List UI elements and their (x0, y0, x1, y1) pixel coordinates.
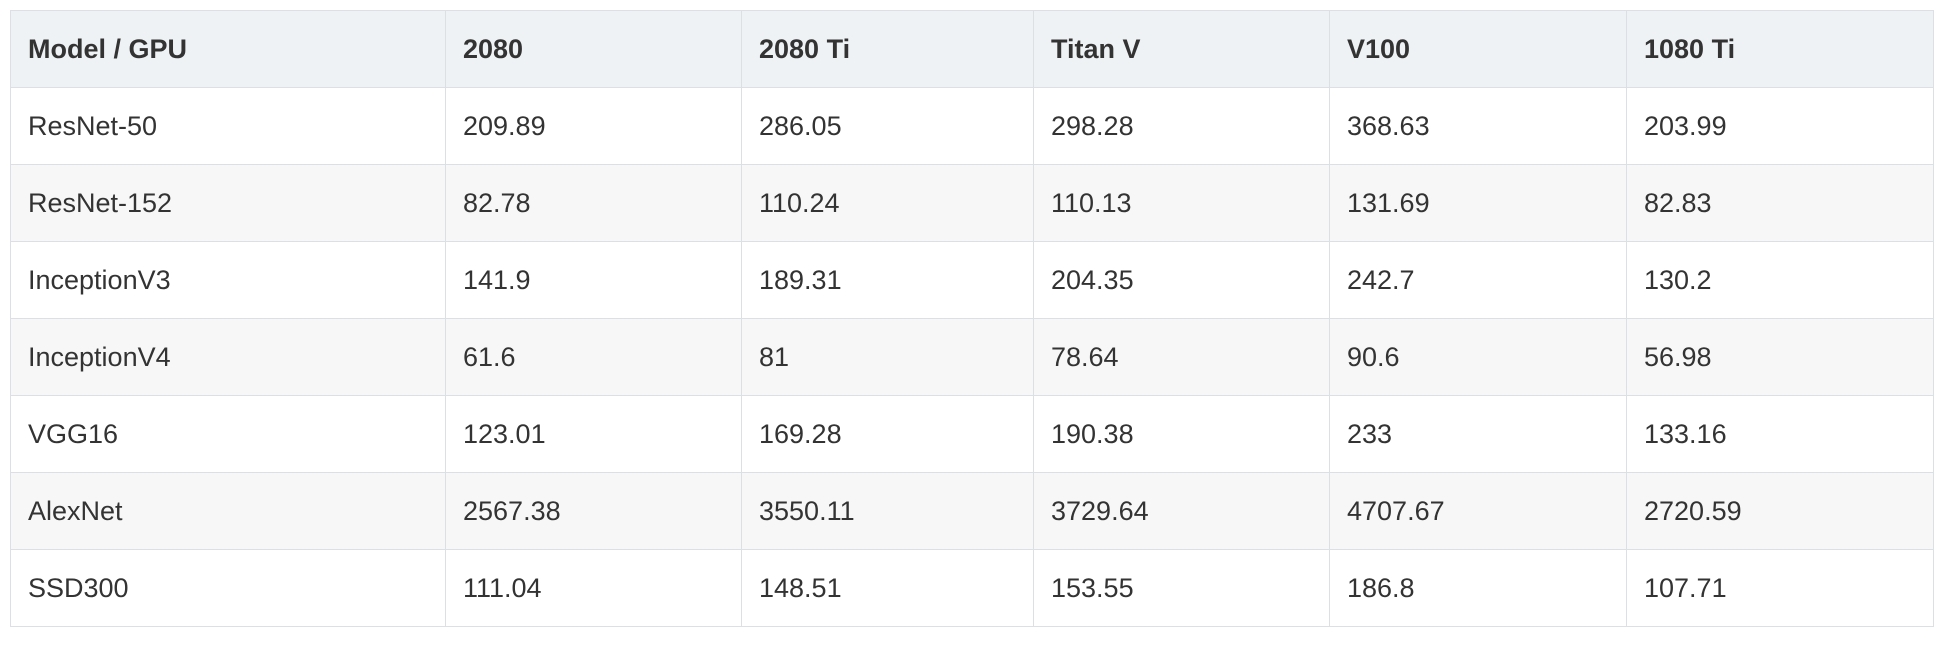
value-cell: 233 (1329, 395, 1627, 473)
value-cell: 110.24 (741, 164, 1034, 242)
header-cell-model-gpu: Model / GPU (10, 10, 446, 88)
value-cell: 204.35 (1033, 241, 1330, 319)
table-header: Model / GPU 2080 2080 Ti Titan V V100 10… (10, 10, 1934, 88)
header-cell-titan-v: Titan V (1033, 10, 1330, 88)
header-cell-v100: V100 (1329, 10, 1627, 88)
value-cell: 298.28 (1033, 87, 1330, 165)
value-cell: 2720.59 (1626, 472, 1934, 550)
header-cell-2080: 2080 (445, 10, 742, 88)
value-cell: 189.31 (741, 241, 1034, 319)
value-cell: 242.7 (1329, 241, 1627, 319)
value-cell: 130.2 (1626, 241, 1934, 319)
header-cell-1080-ti: 1080 Ti (1626, 10, 1934, 88)
header-row: Model / GPU 2080 2080 Ti Titan V V100 10… (10, 10, 1934, 88)
value-cell: 148.51 (741, 549, 1034, 627)
value-cell: 153.55 (1033, 549, 1330, 627)
value-cell: 82.78 (445, 164, 742, 242)
row-label-cell: AlexNet (10, 472, 446, 550)
value-cell: 111.04 (445, 549, 742, 627)
value-cell: 2567.38 (445, 472, 742, 550)
row-label-cell: InceptionV4 (10, 318, 446, 396)
table-body: ResNet-50 209.89 286.05 298.28 368.63 20… (10, 87, 1934, 627)
value-cell: 286.05 (741, 87, 1034, 165)
value-cell: 4707.67 (1329, 472, 1627, 550)
table-row: SSD300 111.04 148.51 153.55 186.8 107.71 (10, 549, 1934, 627)
row-label-cell: InceptionV3 (10, 241, 446, 319)
value-cell: 90.6 (1329, 318, 1627, 396)
value-cell: 3550.11 (741, 472, 1034, 550)
value-cell: 107.71 (1626, 549, 1934, 627)
value-cell: 61.6 (445, 318, 742, 396)
value-cell: 141.9 (445, 241, 742, 319)
table-row: AlexNet 2567.38 3550.11 3729.64 4707.67 … (10, 472, 1934, 550)
value-cell: 3729.64 (1033, 472, 1330, 550)
row-label-cell: ResNet-152 (10, 164, 446, 242)
value-cell: 368.63 (1329, 87, 1627, 165)
value-cell: 56.98 (1626, 318, 1934, 396)
table-row: InceptionV4 61.6 81 78.64 90.6 56.98 (10, 318, 1934, 396)
value-cell: 190.38 (1033, 395, 1330, 473)
table-row: ResNet-50 209.89 286.05 298.28 368.63 20… (10, 87, 1934, 165)
value-cell: 203.99 (1626, 87, 1934, 165)
row-label-cell: ResNet-50 (10, 87, 446, 165)
row-label-cell: SSD300 (10, 549, 446, 627)
benchmark-table: Model / GPU 2080 2080 Ti Titan V V100 10… (10, 10, 1934, 627)
value-cell: 81 (741, 318, 1034, 396)
value-cell: 123.01 (445, 395, 742, 473)
value-cell: 133.16 (1626, 395, 1934, 473)
value-cell: 78.64 (1033, 318, 1330, 396)
value-cell: 131.69 (1329, 164, 1627, 242)
table-row: ResNet-152 82.78 110.24 110.13 131.69 82… (10, 164, 1934, 242)
header-cell-2080-ti: 2080 Ti (741, 10, 1034, 88)
value-cell: 110.13 (1033, 164, 1330, 242)
value-cell: 209.89 (445, 87, 742, 165)
value-cell: 169.28 (741, 395, 1034, 473)
row-label-cell: VGG16 (10, 395, 446, 473)
value-cell: 186.8 (1329, 549, 1627, 627)
value-cell: 82.83 (1626, 164, 1934, 242)
table-row: VGG16 123.01 169.28 190.38 233 133.16 (10, 395, 1934, 473)
benchmark-table-container: Model / GPU 2080 2080 Ti Titan V V100 10… (10, 10, 1934, 627)
table-row: InceptionV3 141.9 189.31 204.35 242.7 13… (10, 241, 1934, 319)
